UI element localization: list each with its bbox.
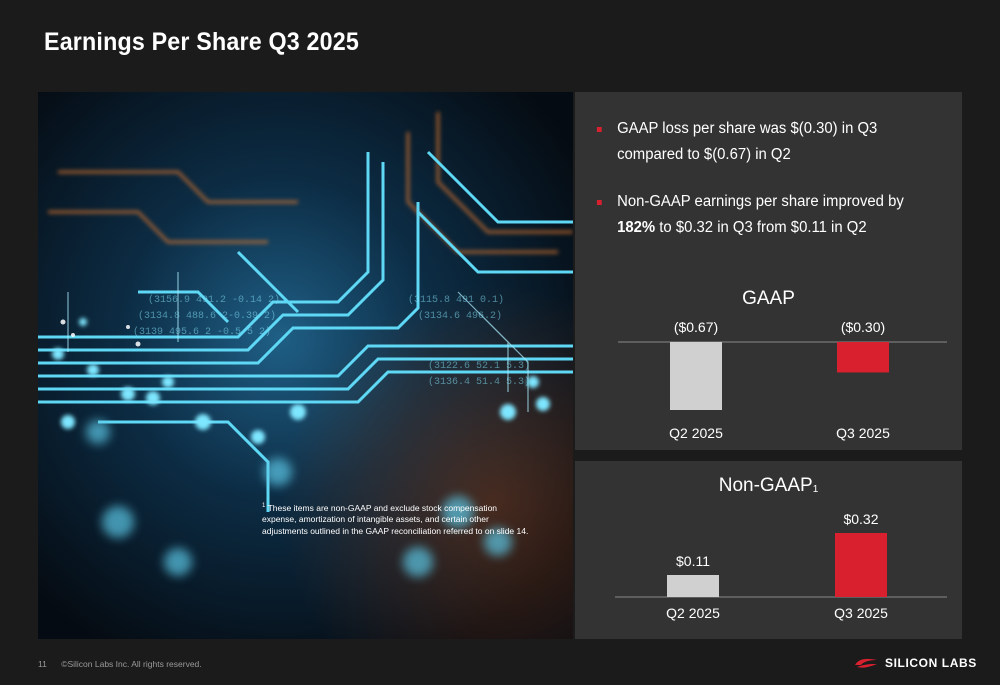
bullet-marker-icon	[596, 200, 602, 205]
bullet-item: Non-GAAP earnings per share improved by …	[595, 189, 921, 241]
page-title: Earnings Per Share Q3 2025	[44, 28, 360, 56]
svg-text:(3136.4 51.4 5.3): (3136.4 51.4 5.3)	[428, 376, 530, 388]
footer: 11 ©Silicon Labs Inc. All rights reserve…	[38, 659, 202, 669]
svg-text:(3139 495.6 2 -0.5 5 2): (3139 495.6 2 -0.5 5 2)	[133, 326, 271, 338]
svg-text:(3115.8 491 0.1): (3115.8 491 0.1)	[408, 294, 504, 306]
svg-text:(3134.6 496.2): (3134.6 496.2)	[418, 310, 502, 322]
bullet-marker-icon	[596, 127, 602, 132]
chart-bar	[667, 575, 719, 597]
chart-category-label: Q2 2025	[666, 605, 720, 621]
bullet-text-bold: 182%	[617, 219, 656, 236]
copyright-text: ©Silicon Labs Inc. All rights reserved.	[61, 659, 202, 669]
footnote: 1 These items are non-GAAP and exclude s…	[262, 501, 532, 537]
silicon-labs-logo-icon	[855, 658, 877, 668]
footnote-marker: 1	[262, 503, 266, 509]
svg-text:(3134.8 488.6 2-0.39 2): (3134.8 488.6 2-0.39 2)	[138, 310, 276, 322]
svg-text:(3122.6 52.1 5.3): (3122.6 52.1 5.3)	[428, 360, 530, 372]
bullet-text-tail: to $0.32 in Q3 from $0.11 in Q2	[655, 219, 867, 236]
chart-category-label: Q3 2025	[834, 605, 888, 621]
bullet-text: GAAP loss per share was $(0.30) in Q3 co…	[617, 120, 878, 163]
chart-bar	[670, 342, 722, 410]
non-gaap-title-text: Non-GAAP	[718, 475, 813, 496]
non-gaap-chart-title: Non-GAAP1	[575, 475, 962, 497]
bullet-text-lead: Non-GAAP earnings per share improved by	[617, 193, 904, 210]
non-gaap-chart: $0.11 Q2 2025 $0.32 Q3 2025	[615, 511, 947, 621]
non-gaap-panel: Non-GAAP1 $0.11 Q2 2025 $0.32 Q3 2025	[575, 461, 962, 639]
logo-text: SILICON LABS	[885, 656, 977, 670]
silicon-labs-logo: SILICON LABS	[853, 653, 977, 673]
chart-data-label: $0.32	[843, 511, 878, 527]
chart-data-label: $0.11	[676, 553, 710, 569]
chart-data-label: ($0.67)	[674, 319, 718, 335]
circuit-board-image: (3156.9 491.2 -0.14 2) (3134.8 488.6 2-0…	[38, 92, 573, 639]
bullet-item: GAAP loss per share was $(0.30) in Q3 co…	[595, 116, 921, 168]
chart-data-label: ($0.30)	[841, 319, 885, 335]
chart-category-label: Q2 2025	[669, 425, 723, 441]
gaap-chart-title: GAAP	[742, 288, 795, 309]
svg-text:(3156.9 491.2 -0.14 2): (3156.9 491.2 -0.14 2)	[148, 294, 280, 306]
footnote-text: These items are non-GAAP and exclude sto…	[262, 502, 529, 536]
chart-category-label: Q3 2025	[836, 425, 890, 441]
non-gaap-title-superscript: 1	[812, 484, 819, 495]
bullet-list: GAAP loss per share was $(0.30) in Q3 co…	[595, 116, 935, 262]
page-number: 11	[38, 659, 47, 669]
circuit-board-illustration: (3156.9 491.2 -0.14 2) (3134.8 488.6 2-0…	[38, 92, 573, 639]
gaap-chart: ($0.67) Q2 2025 ($0.30) Q3 2025	[618, 319, 947, 441]
gaap-panel: GAAP loss per share was $(0.30) in Q3 co…	[575, 92, 962, 450]
chart-bar	[835, 533, 887, 597]
chart-bar	[837, 342, 889, 373]
